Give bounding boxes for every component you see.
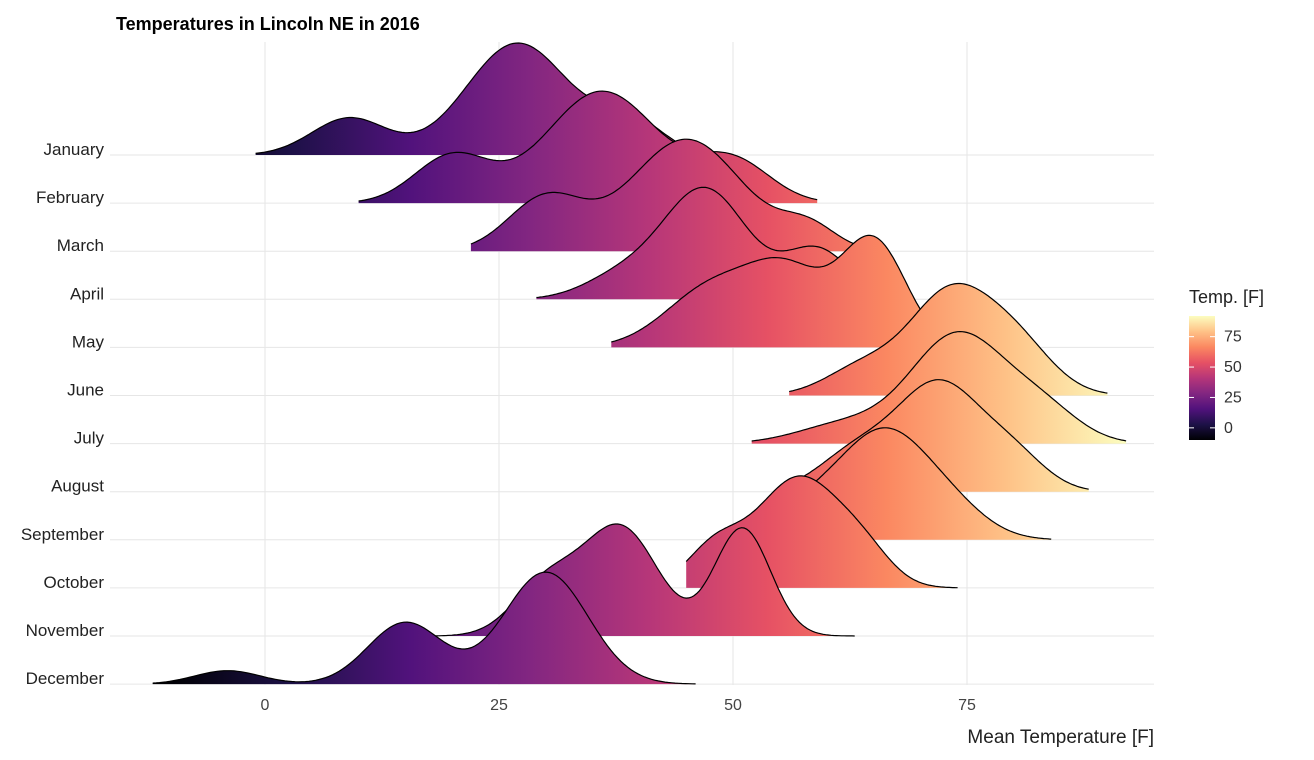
- y-label-june: June: [67, 381, 104, 400]
- y-label-july: July: [74, 429, 105, 448]
- x-tick-label: 75: [958, 697, 976, 714]
- x-axis-ticks: 0 25 50 75: [261, 697, 976, 714]
- ridge-outline: [536, 186, 856, 299]
- ridge-outline: [358, 90, 818, 202]
- y-label-december: December: [26, 669, 105, 688]
- legend: Temp. [F] 0 25 50 75: [1189, 287, 1264, 440]
- ridge-fill: [611, 235, 921, 348]
- legend-tick-label: 25: [1224, 389, 1242, 406]
- ridge-outline: [433, 523, 855, 637]
- y-label-march: March: [57, 236, 104, 255]
- legend-colorbar: [1189, 316, 1215, 440]
- legend-tick-label: 50: [1224, 359, 1242, 376]
- ridge-outline: [685, 475, 958, 589]
- legend-title: Temp. [F]: [1189, 287, 1264, 307]
- ridge-outline: [788, 379, 1089, 490]
- y-label-april: April: [70, 284, 104, 303]
- chart-title: Temperatures in Lincoln NE in 2016: [116, 14, 420, 34]
- ridge-outline: [789, 282, 1108, 394]
- x-tick-label: 25: [490, 697, 508, 714]
- x-tick-label: 0: [261, 697, 270, 714]
- y-label-january: January: [44, 140, 105, 159]
- legend-ticks: 0 25 50 75: [1189, 329, 1242, 437]
- legend-tick-label: 75: [1224, 329, 1242, 346]
- ridge-may: [611, 234, 921, 348]
- y-label-may: May: [72, 332, 105, 351]
- y-label-november: November: [26, 621, 105, 640]
- y-axis-labels: January February March April May June July Augu…: [21, 140, 105, 688]
- y-label-october: October: [44, 573, 105, 592]
- ridge-fill: [470, 139, 855, 252]
- legend-tick-label: 0: [1224, 420, 1233, 437]
- ridge-december: [152, 571, 696, 685]
- x-axis-title: Mean Temperature [F]: [967, 727, 1154, 748]
- ridge-march: [470, 138, 855, 252]
- ridge-outline: [611, 234, 921, 343]
- ridge-outline: [470, 138, 855, 245]
- ridge-outline: [751, 330, 1127, 442]
- y-label-august: August: [51, 477, 104, 496]
- y-label-september: September: [21, 525, 104, 544]
- y-label-february: February: [36, 188, 105, 207]
- x-tick-label: 50: [724, 697, 742, 714]
- ridges: [152, 42, 1127, 685]
- ridge-outline: [152, 571, 696, 685]
